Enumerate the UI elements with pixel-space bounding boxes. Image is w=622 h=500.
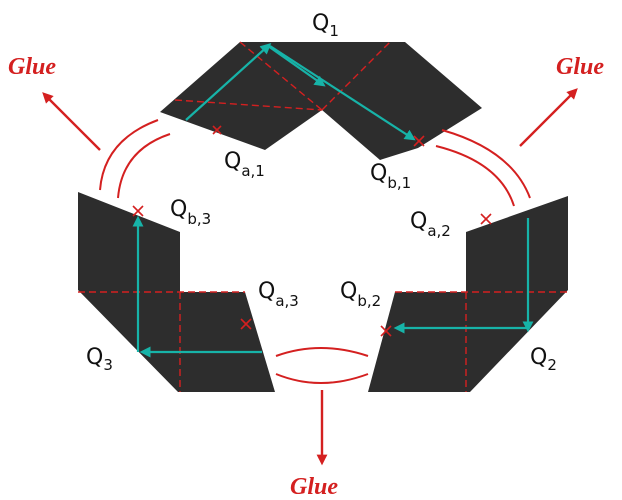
glue-arc-bottom-outer	[275, 347, 369, 357]
glue-label-bottom: Glue	[290, 474, 338, 500]
glue-arcs	[99, 119, 531, 384]
label-qa1: Qa,1	[224, 149, 265, 180]
glue-arc-left-outer	[99, 119, 159, 191]
path-q1	[185, 43, 416, 141]
glue-arc-right-outer	[441, 129, 531, 199]
markers	[132, 125, 492, 337]
marker-qb1-cross	[413, 135, 425, 147]
path-q1-up	[185, 43, 272, 121]
glue-label-top-right: Glue	[556, 54, 604, 80]
label-qa2: Qa,2	[410, 209, 451, 240]
piece-q3	[78, 192, 275, 392]
marker-qa2-cross	[480, 213, 492, 225]
piece-q1-fold-right	[321, 41, 391, 111]
glue-arc-bottom-inner	[275, 373, 369, 384]
label-qb2: Qb,2	[340, 279, 381, 310]
marker-qa1-cross	[212, 125, 222, 135]
piece-q2	[368, 196, 568, 392]
label-q2: Q2	[530, 345, 557, 374]
label-q3: Q3	[86, 345, 113, 374]
piece-q1-fold-top	[239, 41, 323, 111]
piece-q3-shape	[78, 192, 275, 392]
glue-arc-right-inner	[435, 145, 515, 207]
path-q2	[393, 218, 534, 334]
label-qb3: Qb,3	[170, 197, 211, 228]
piece-q2-shape	[368, 196, 568, 392]
marker-qa3-cross	[240, 318, 252, 330]
marker-qb3-cross	[132, 205, 144, 217]
label-qa3: Qa,3	[258, 279, 299, 310]
label-q1: Q1	[312, 11, 339, 40]
glue-arrows	[42, 88, 578, 466]
piece-q1-fold-left	[174, 99, 323, 111]
path-q3	[132, 215, 262, 358]
glue-arrow-top-right	[519, 88, 578, 147]
path-q1-down	[269, 45, 416, 141]
label-qb1: Qb,1	[370, 161, 411, 192]
glue-arrow-top-left	[42, 92, 101, 151]
glue-label-top-left: Glue	[8, 54, 56, 80]
glue-arc-left-inner	[117, 133, 171, 199]
marker-qb2-cross	[380, 325, 392, 337]
path-q1-across	[267, 45, 326, 87]
